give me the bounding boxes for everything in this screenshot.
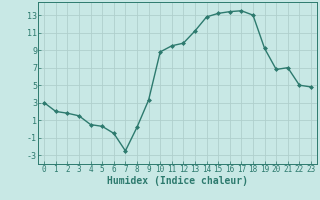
X-axis label: Humidex (Indice chaleur): Humidex (Indice chaleur): [107, 176, 248, 186]
